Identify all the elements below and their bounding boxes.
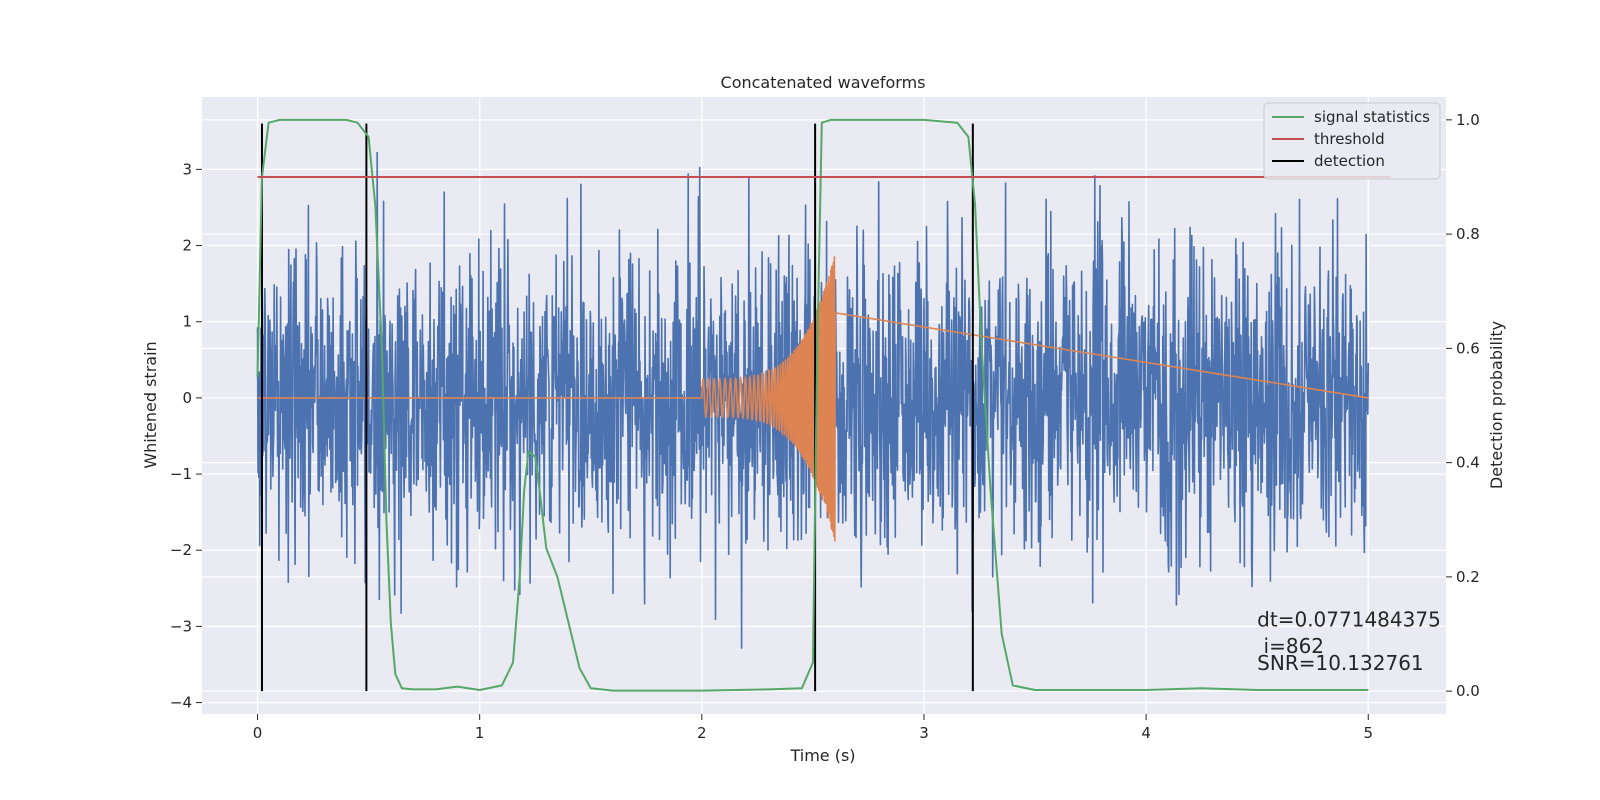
y-axis-label-left: Whitened strain bbox=[141, 341, 160, 468]
y-tick-label-left: −4 bbox=[170, 694, 192, 712]
signal-statistics-line bbox=[256, 118, 1369, 692]
y-tick-label-left: −2 bbox=[170, 541, 192, 559]
legend-label: threshold bbox=[1314, 130, 1385, 148]
x-tick-label: 0 bbox=[253, 724, 263, 742]
annotation-text: i=862 bbox=[1257, 634, 1324, 658]
legend-label: signal statistics bbox=[1314, 108, 1430, 126]
x-tick-label: 3 bbox=[919, 724, 929, 742]
x-axis-label: Time (s) bbox=[789, 746, 855, 765]
y-tick-label-right: 0.8 bbox=[1456, 225, 1480, 243]
x-tick-label: 2 bbox=[697, 724, 707, 742]
y-tick-label-right: 0.6 bbox=[1456, 339, 1480, 357]
legend-box bbox=[1263, 102, 1441, 180]
y-tick-label-right: 0.4 bbox=[1456, 454, 1480, 472]
x-tick-label: 5 bbox=[1363, 724, 1373, 742]
x-tick-label: 1 bbox=[475, 724, 485, 742]
y-tick-label-right: 0.2 bbox=[1456, 568, 1480, 586]
y-tick-label-left: 3 bbox=[182, 160, 192, 178]
y-axis-label-right: Detection probability bbox=[1487, 321, 1506, 489]
y-tick-label-right: 0.0 bbox=[1456, 682, 1480, 700]
axis-layer: 0 1 2 3 4 5 −4 −3 −2 −1 0 1 2 3 0.0 0.2 0.4 0.6 0.8 1.0 bbox=[170, 111, 1480, 742]
y-tick-label-left: −3 bbox=[170, 617, 192, 635]
y-tick-label-left: 2 bbox=[182, 237, 192, 255]
chart-title: Concatenated waveforms bbox=[721, 73, 926, 92]
chirp-line bbox=[257, 256, 1369, 542]
y-tick-label-right: 1.0 bbox=[1456, 111, 1480, 129]
annotation-text: dt=0.0771484375 bbox=[1257, 607, 1441, 631]
y-tick-label-left: 1 bbox=[182, 313, 192, 331]
y-tick-label-left: 0 bbox=[182, 389, 192, 407]
y-tick-label-left: −1 bbox=[170, 465, 192, 483]
series-layer bbox=[256, 118, 1391, 692]
legend: signal statistics threshold detection bbox=[1263, 102, 1441, 180]
x-tick-label: 4 bbox=[1141, 724, 1151, 742]
legend-label: detection bbox=[1314, 152, 1385, 170]
annotation-text: SNR=10.132761 bbox=[1257, 651, 1423, 675]
